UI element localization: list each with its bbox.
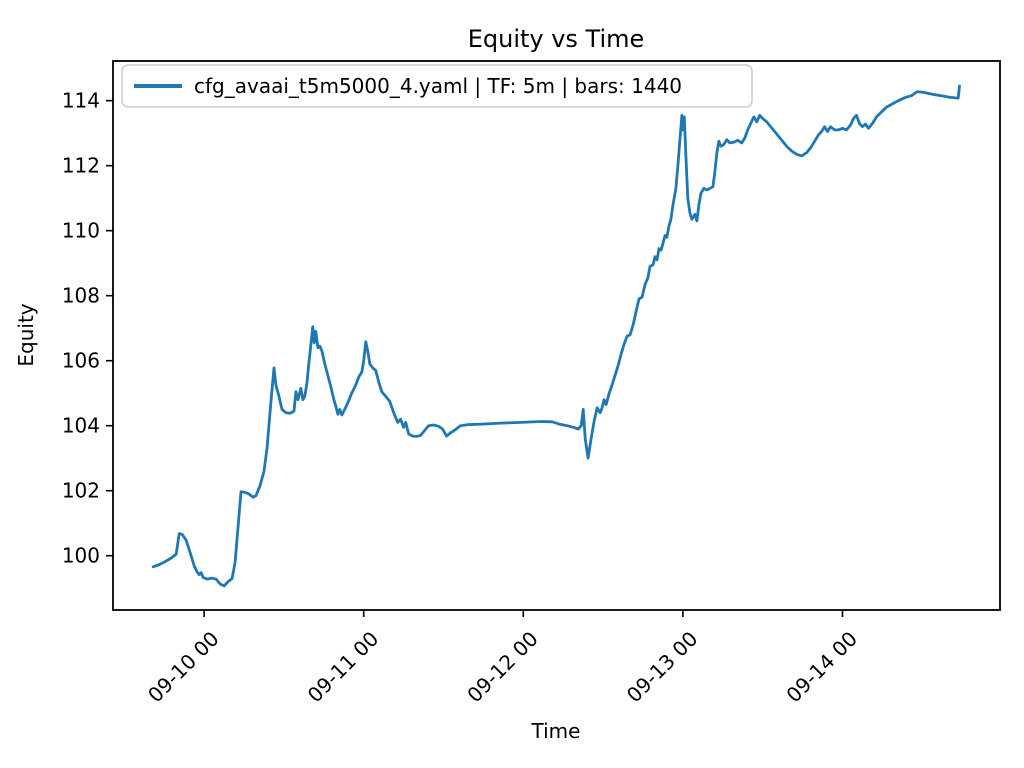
y-tick-label: 100: [62, 544, 100, 568]
y-tick-label: 104: [62, 414, 100, 438]
legend-label: cfg_avaai_t5m5000_4.yaml | TF: 5m | bars…: [194, 74, 682, 98]
chart-title: Equity vs Time: [468, 25, 645, 53]
x-tick-label: 09-10 00: [143, 627, 224, 708]
y-tick-label: 110: [62, 219, 100, 243]
x-axis-label: Time: [531, 719, 581, 743]
x-tick-label: 09-14 00: [781, 627, 862, 708]
y-tick-label: 114: [62, 89, 100, 113]
legend: cfg_avaai_t5m5000_4.yaml | TF: 5m | bars…: [121, 64, 753, 108]
legend-frame: [121, 64, 753, 108]
x-tick-label: 09-13 00: [622, 627, 703, 708]
x-tick-label: 09-12 00: [462, 627, 543, 708]
y-tick-label: 106: [62, 349, 100, 373]
x-tick-label: 09-11 00: [303, 627, 384, 708]
y-axis-label: Equity: [14, 303, 38, 366]
y-tick-label: 112: [62, 154, 100, 178]
y-tick-label: 108: [62, 284, 100, 308]
plot-area: 100 102 104 106 108 110 112 114 09-10 00 09-11 00…: [62, 60, 1001, 708]
axes-spines: [112, 60, 1001, 611]
equity-series-line: [151, 84, 961, 588]
y-tick-label: 102: [62, 479, 100, 503]
